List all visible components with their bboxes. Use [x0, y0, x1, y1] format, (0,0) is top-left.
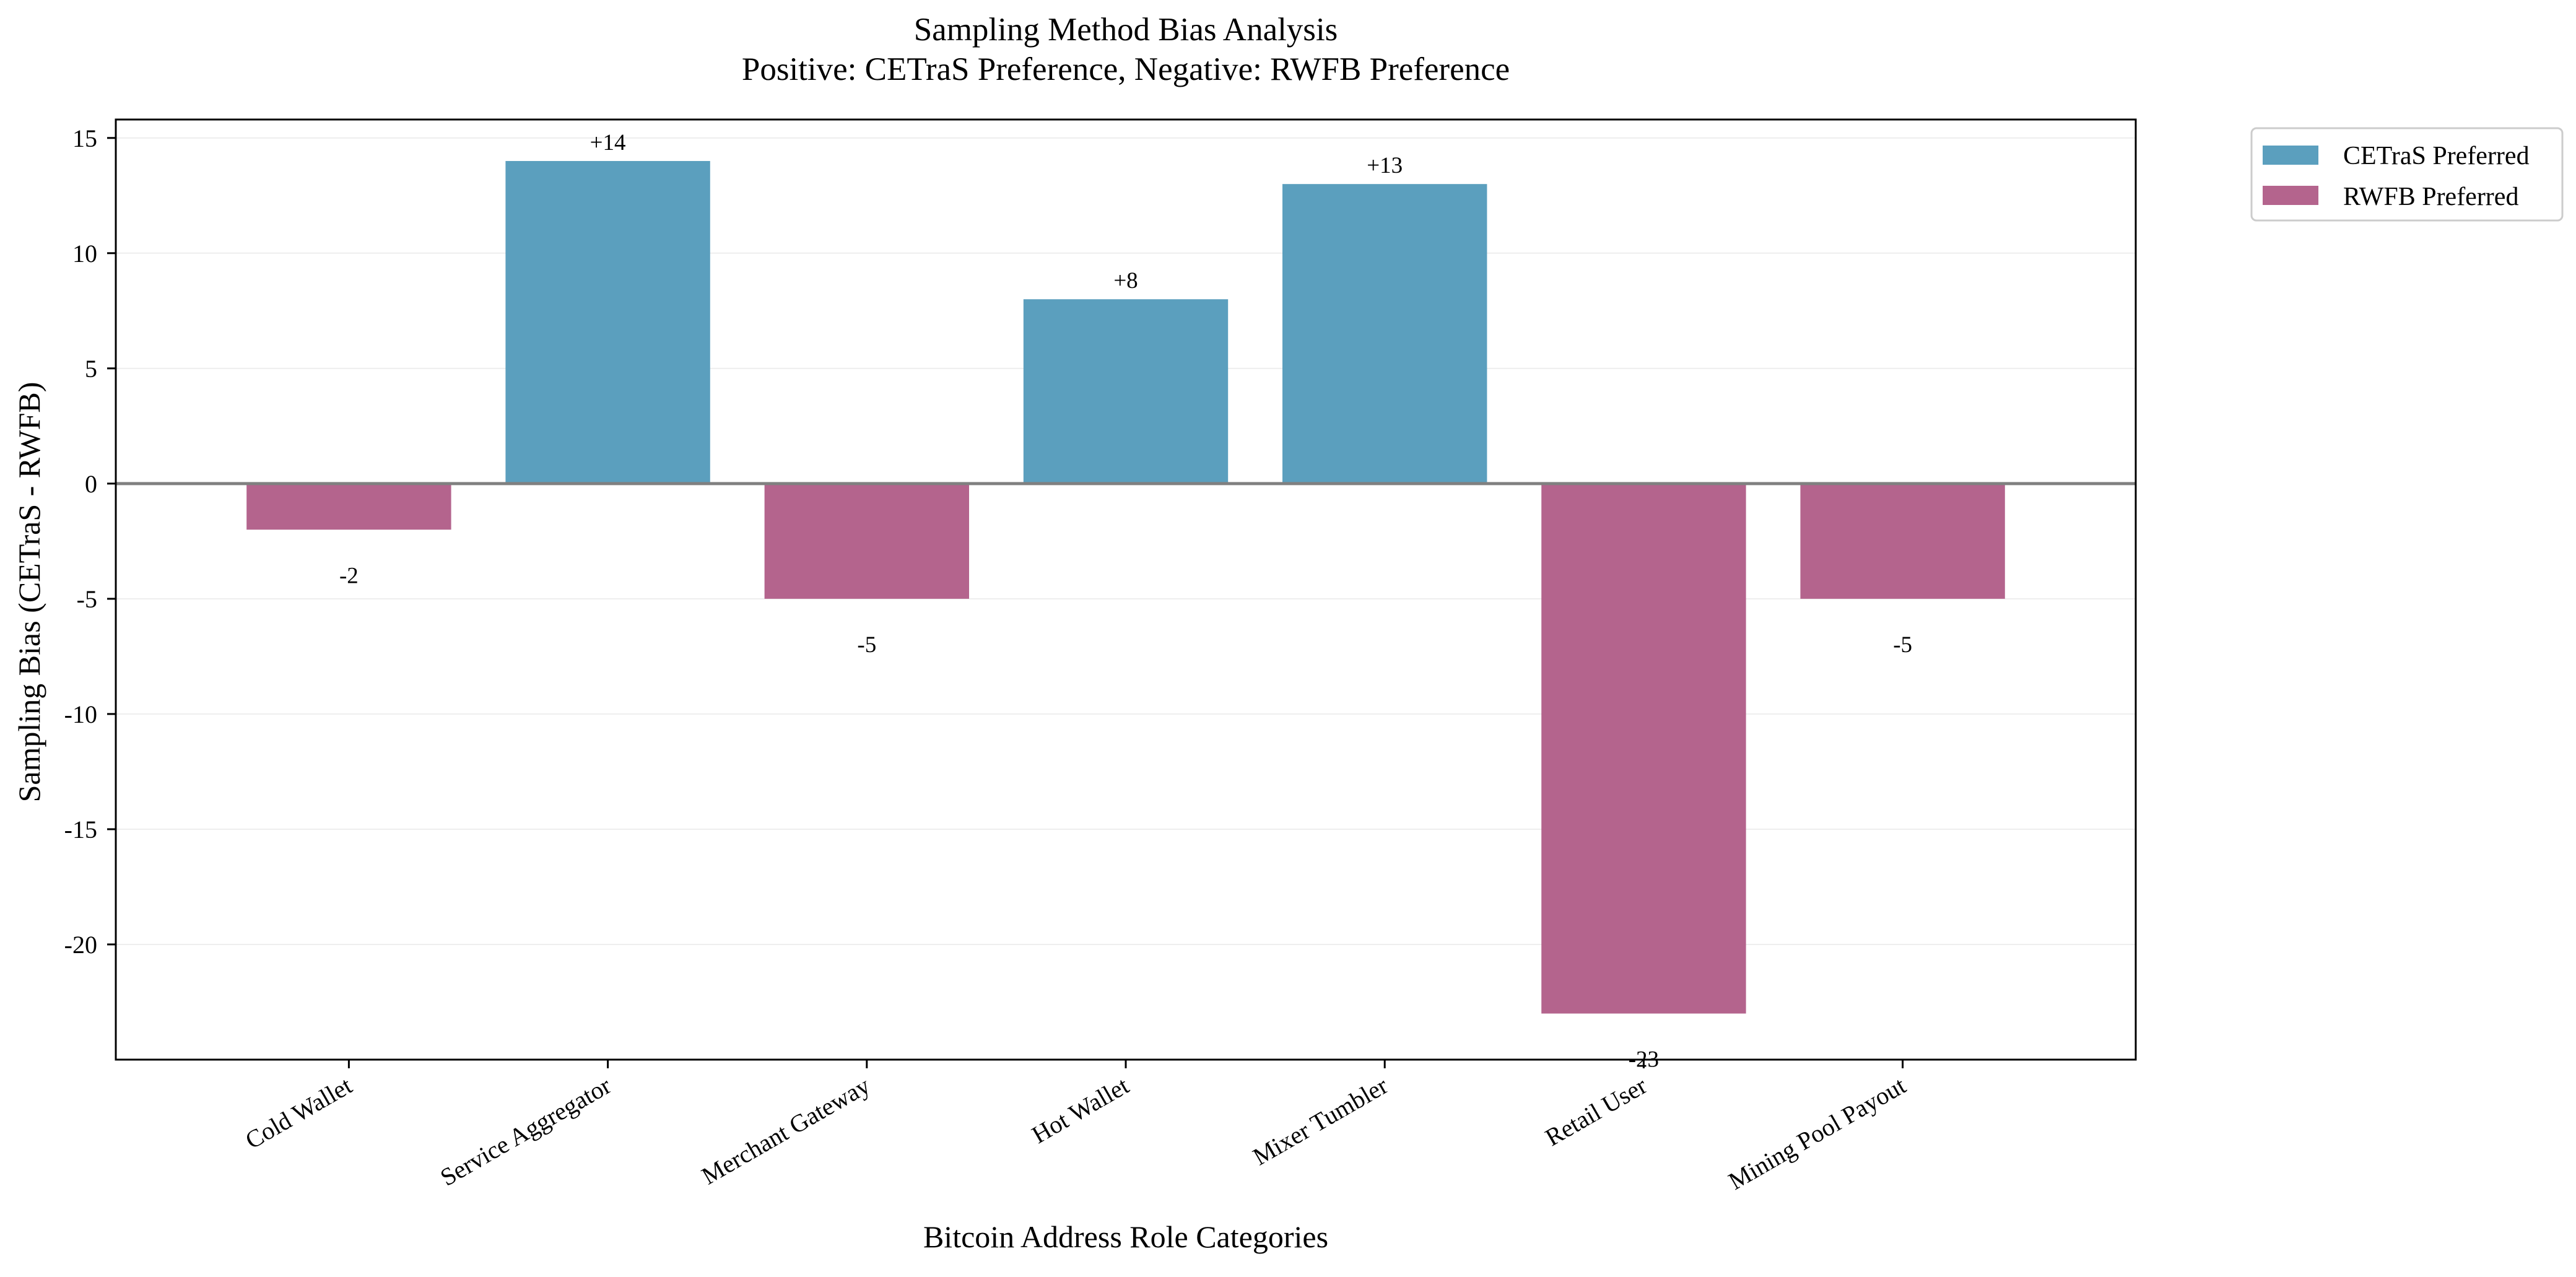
chart-title: Sampling Method Bias Analysis: [914, 12, 1338, 48]
y-tick-label: -5: [77, 585, 97, 613]
data-label: -2: [339, 563, 359, 588]
legend-swatch-cetras: [2263, 146, 2318, 165]
data-labels: -2 +14 -5 +8 +13 -23 -5: [339, 130, 1912, 1073]
bar-service-aggregator: [505, 160, 710, 484]
y-tick-label: 15: [72, 124, 97, 152]
data-label: -5: [1893, 632, 1912, 658]
y-tick-label: -20: [64, 931, 97, 959]
bar-retail-user: [1541, 483, 1746, 1014]
data-label: -23: [1629, 1047, 1659, 1073]
y-tick-label: 0: [85, 470, 97, 498]
bar-hot-wallet: [1023, 299, 1229, 484]
bar-mining-pool-payout: [1800, 483, 2005, 599]
x-tick-label: Merchant Gateway: [697, 1071, 874, 1190]
data-label: +13: [1367, 153, 1403, 178]
x-tick-label: Service Aggregator: [435, 1071, 616, 1192]
legend: CETraS Preferred RWFB Preferred: [2250, 127, 2564, 222]
y-tick-label: 5: [85, 355, 97, 383]
x-tick-label: Retail User: [1541, 1071, 1651, 1152]
y-axis-title: Sampling Bias (CETraS - RWFB): [12, 382, 46, 803]
y-tick-label: 10: [72, 240, 97, 268]
bar-mixer-tumbler: [1282, 184, 1487, 484]
legend-label-rwfb: RWFB Preferred: [2343, 183, 2518, 211]
bar-cold-wallet: [246, 483, 451, 530]
data-label: -5: [857, 632, 876, 658]
y-axis-ticks: 15 10 5 0 -5 -10 -15 -20: [64, 124, 116, 959]
x-tick-label: Hot Wallet: [1027, 1071, 1133, 1149]
legend-label-cetras: CETraS Preferred: [2343, 142, 2530, 170]
data-label: +8: [1113, 268, 1138, 294]
data-label: +14: [590, 130, 626, 155]
x-tick-label: Mixer Tumbler: [1248, 1071, 1392, 1171]
legend-swatch-rwfb: [2263, 186, 2318, 205]
y-tick-label: -10: [64, 700, 97, 728]
legend-box: [2250, 127, 2564, 222]
x-tick-label: Mining Pool Payout: [1724, 1071, 1911, 1195]
bars: [246, 160, 2005, 1014]
bar-merchant-gateway: [764, 483, 969, 599]
x-axis-ticks: Cold Wallet Service Aggregator Merchant Ga…: [240, 1060, 1910, 1195]
chart-subtitle: Positive: CETraS Preference, Negative: R…: [742, 51, 1510, 87]
y-tick-label: -15: [64, 816, 97, 843]
x-tick-label: Cold Wallet: [240, 1071, 356, 1154]
x-axis-title: Bitcoin Address Role Categories: [923, 1219, 1328, 1254]
